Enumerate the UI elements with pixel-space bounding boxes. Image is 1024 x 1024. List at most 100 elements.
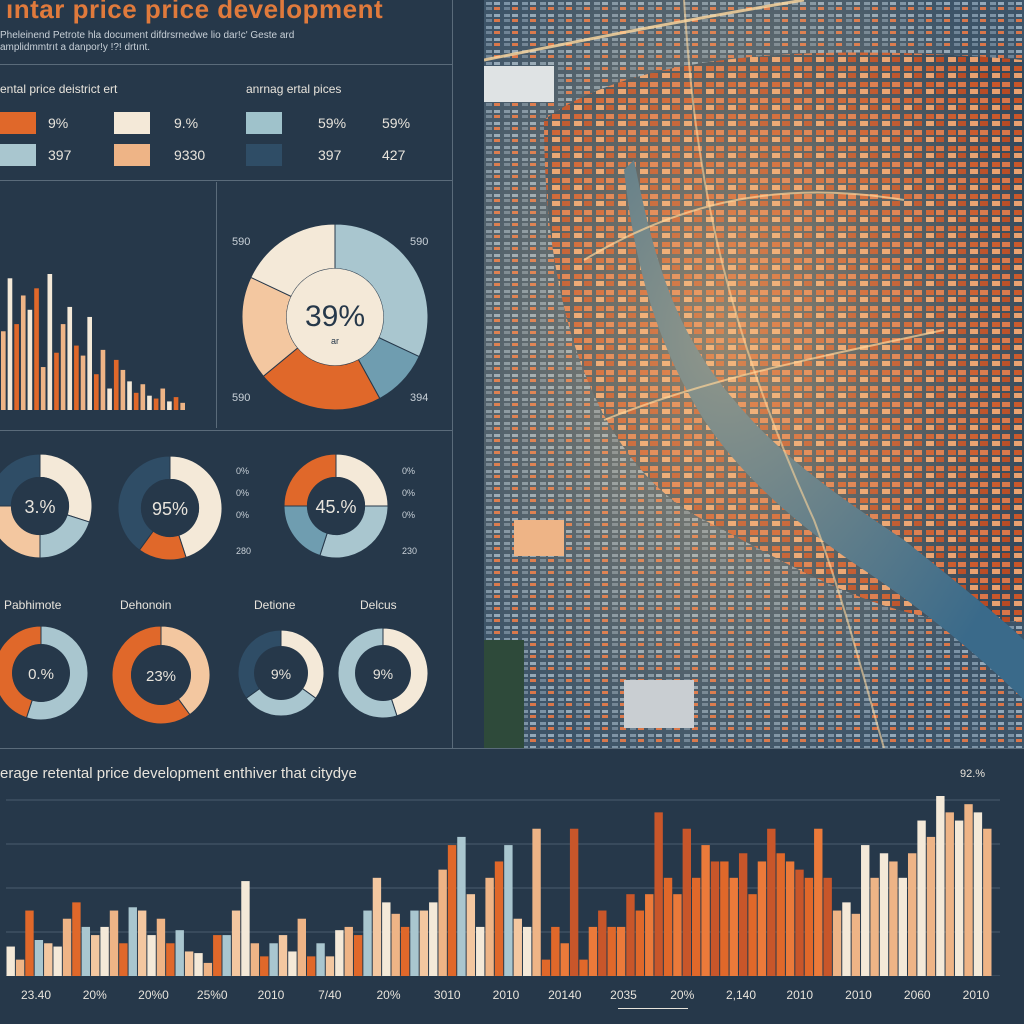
bar (513, 918, 522, 976)
page-title: ıntar price price development (6, 0, 384, 24)
x-tick-label: 3010 (433, 988, 461, 1002)
bar (861, 845, 870, 976)
bar (62, 918, 72, 976)
legend-swatch (114, 112, 150, 134)
bar (54, 352, 59, 410)
x-tick-label: 2010 (257, 988, 285, 1002)
donut-center-value: 9% (373, 666, 393, 682)
bar (72, 902, 81, 976)
bar (15, 959, 25, 976)
bar (250, 943, 260, 976)
bar (410, 910, 419, 976)
donut-corner-label: 590 (232, 392, 251, 404)
x-tick-label: 2010 (845, 988, 872, 1002)
legend-value: 397 (48, 147, 72, 163)
donut-center-value: 39% (305, 300, 365, 333)
bar (47, 274, 53, 410)
bar (27, 309, 33, 410)
bar (1, 331, 6, 410)
page-subtitle: Pheleinend Petrote hla document difdrsrn… (0, 30, 460, 54)
bar (485, 877, 494, 976)
x-tick-label: 2010 (962, 988, 990, 1002)
bar (67, 306, 73, 410)
x-tick-label: 20% (376, 988, 401, 1002)
bar (823, 877, 832, 976)
bar (429, 902, 438, 976)
bar (109, 910, 119, 976)
bar (6, 946, 15, 976)
bar (382, 902, 391, 976)
bar (156, 918, 166, 976)
donut-tick: 0% (402, 466, 416, 476)
donut-label: Pabhimote (4, 598, 62, 612)
bar (278, 935, 288, 976)
donut-center-value: 45.% (315, 497, 356, 517)
small-bar-chart (1, 274, 185, 410)
x-tick-label: 7/40 (318, 988, 342, 1002)
donut-hole (12, 644, 70, 702)
bar (701, 845, 710, 976)
small-donut-chart: 0.% (0, 625, 89, 721)
divider (0, 430, 452, 431)
x-tick-label: 2010 (786, 988, 814, 1002)
bar (945, 812, 954, 976)
bar (391, 913, 400, 976)
bar (372, 877, 382, 976)
bar (222, 935, 231, 976)
x-tick-label: 2010 (492, 988, 520, 1002)
bar (325, 956, 335, 976)
bar (344, 926, 353, 976)
bar (203, 962, 213, 976)
bar (160, 388, 166, 410)
bar (184, 951, 194, 976)
x-tick-label: 20% (670, 988, 695, 1002)
x-tick-label: 2,140 (725, 988, 757, 1002)
bar (738, 853, 748, 976)
bar (14, 324, 19, 410)
bar (140, 384, 146, 410)
legend-right-heading: anrnag ertal pices (246, 82, 342, 96)
x-tick-label: 2035 (610, 988, 637, 1002)
donut-hole (131, 645, 191, 705)
bar (635, 910, 645, 976)
donut-center-value: 23% (146, 668, 176, 685)
bar (870, 877, 879, 976)
donut-corner-label: 590 (232, 236, 251, 248)
bar (7, 278, 13, 410)
bar (842, 902, 851, 976)
legend-value: 427 (382, 147, 406, 163)
bar (954, 820, 964, 976)
donut-tick: 0% (402, 510, 416, 520)
bar (94, 374, 99, 410)
legend-value: 9.% (174, 115, 199, 131)
bar (607, 926, 616, 976)
bar (316, 943, 325, 976)
bar (757, 861, 767, 976)
bar (710, 861, 720, 976)
donut-hole (11, 477, 69, 535)
small-donut-chart: 9% (237, 629, 325, 717)
bar (907, 853, 917, 976)
donut-center-value: 9% (271, 666, 291, 682)
bar (34, 940, 44, 976)
bar (729, 877, 738, 976)
bar (44, 943, 53, 976)
bar (476, 926, 485, 976)
bar (87, 316, 92, 410)
donut-label: Dehonoin (120, 598, 172, 612)
bar (147, 935, 156, 976)
donut-hole (286, 268, 384, 366)
bar (936, 796, 945, 976)
big-donut-chart: 39% ar (241, 223, 429, 411)
bar (288, 951, 297, 976)
bar (569, 828, 579, 976)
bar (297, 918, 306, 976)
bar (851, 913, 861, 976)
bar (173, 397, 179, 410)
bar (494, 861, 504, 976)
bar (113, 359, 119, 410)
bar (457, 836, 466, 976)
bar (626, 894, 635, 976)
bar (20, 295, 26, 410)
x-tick-label: 2060 (903, 988, 931, 1002)
